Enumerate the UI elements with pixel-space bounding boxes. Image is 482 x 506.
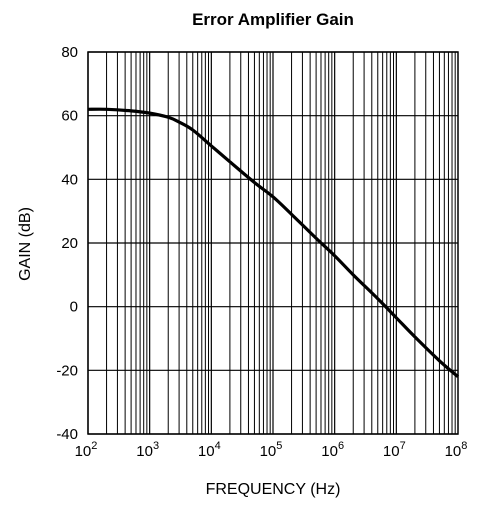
plot-border bbox=[87, 51, 459, 435]
gain-curve-0 bbox=[87, 107, 460, 378]
y-tick-label: 60 bbox=[61, 108, 78, 125]
x-tick-label: 103 bbox=[136, 440, 159, 460]
x-tick-label: 104 bbox=[198, 440, 221, 460]
x-tick-label: 102 bbox=[75, 440, 98, 460]
x-tick-label: 106 bbox=[321, 440, 344, 460]
y-axis-title: GAIN (dB) bbox=[17, 207, 34, 281]
x-tick-label: 107 bbox=[383, 440, 406, 460]
y-tick-label: -20 bbox=[56, 362, 78, 379]
y-tick-label: -40 bbox=[56, 426, 78, 443]
y-tick-label: 20 bbox=[61, 235, 78, 252]
x-tick-label: 105 bbox=[260, 440, 283, 460]
chart-title: Error Amplifier Gain bbox=[192, 10, 354, 29]
y-tick-label: 80 bbox=[61, 44, 78, 61]
y-tick-label: 0 bbox=[70, 299, 78, 316]
x-axis-title: FREQUENCY (Hz) bbox=[206, 481, 341, 498]
y-tick-label: 40 bbox=[61, 171, 78, 188]
y-tick-labels: 80 60 40 20 0 -20 -40 bbox=[56, 44, 78, 443]
grid bbox=[87, 51, 458, 435]
x-tick-labels: 102 103 104 105 106 107 108 bbox=[75, 440, 468, 460]
x-tick-label: 108 bbox=[445, 440, 468, 460]
curve-layer bbox=[87, 107, 460, 378]
plot-frame bbox=[87, 51, 459, 435]
